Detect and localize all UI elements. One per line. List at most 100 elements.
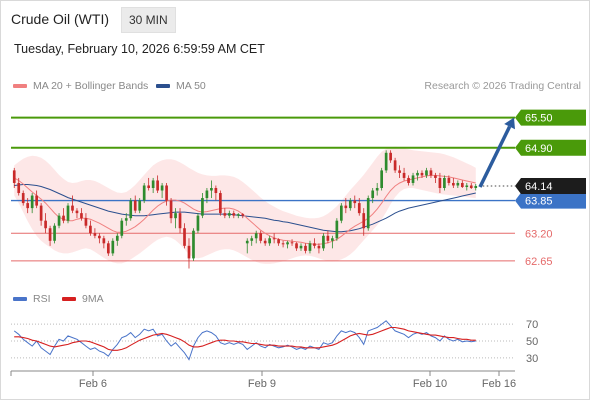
candle-body (169, 200, 173, 219)
candle-body (98, 235, 101, 239)
candle-body (371, 190, 375, 199)
rsi-ma-line (14, 326, 476, 351)
candle-body (290, 242, 294, 244)
candle (317, 243, 321, 254)
candle (124, 213, 128, 226)
candle (232, 210, 236, 219)
candles-group (12, 150, 478, 269)
candle-body (384, 152, 388, 171)
instrument-title: Crude Oil (WTI) (11, 11, 109, 27)
candle-body (375, 188, 379, 191)
price-tag-last-text: 64.14 (525, 181, 553, 193)
candle (241, 213, 245, 219)
candle-body (348, 200, 352, 209)
legend-ma20: MA 20 + Bollinger Bands (13, 80, 148, 92)
candle (138, 198, 142, 214)
candle (460, 180, 464, 188)
x-tick-label: Feb 10 (413, 378, 447, 390)
candle-body (295, 243, 298, 249)
candle-body (106, 243, 110, 254)
candle (348, 198, 352, 211)
candle-body (434, 175, 437, 178)
candle (223, 208, 227, 219)
candle-body (115, 235, 119, 241)
candle (205, 188, 209, 204)
candle-body (460, 182, 464, 187)
candle-body (21, 193, 25, 204)
candle-body (57, 215, 61, 226)
candle-body (102, 238, 106, 244)
candle (142, 182, 146, 204)
ma50-swatch (156, 84, 170, 89)
candle (245, 238, 249, 254)
timeframe-badge[interactable]: 30 MIN (121, 7, 176, 33)
candle-body (187, 245, 191, 259)
candle-body (313, 243, 316, 246)
candle (80, 208, 83, 221)
candle (201, 193, 204, 219)
candle-body (254, 233, 258, 239)
x-tick-label: Feb 16 (482, 378, 516, 390)
candle (71, 195, 74, 214)
candle-body (357, 203, 361, 214)
price-tag-63.85: 63.85 (515, 192, 586, 209)
candle (62, 208, 65, 224)
candle (452, 177, 455, 188)
candle (156, 175, 159, 194)
ma20-swatch (13, 84, 27, 89)
candle (384, 150, 388, 173)
candle (371, 188, 375, 204)
candle (21, 190, 25, 206)
candle-body (196, 215, 200, 231)
candle (160, 182, 164, 199)
candle (456, 180, 460, 188)
candle-body (35, 195, 38, 206)
candle (331, 235, 334, 249)
bollinger-band (14, 146, 476, 264)
candle-body (241, 214, 245, 216)
ma9-swatch (62, 297, 76, 302)
price-tag-65.50-box (515, 109, 586, 126)
candle (35, 190, 38, 209)
price-tag-63.85-box (515, 192, 586, 209)
x-tick-label: Feb 9 (248, 378, 276, 390)
candle-body (317, 245, 321, 249)
candle (389, 150, 392, 163)
candle (402, 167, 406, 181)
candle-body (407, 177, 410, 183)
candle-body (223, 213, 227, 216)
candle (98, 233, 101, 244)
candle-body (353, 200, 357, 204)
candle (398, 165, 401, 178)
price-tag-65.50-text: 65.50 (525, 113, 553, 125)
candle-body (443, 177, 446, 188)
candle (66, 203, 70, 224)
candle (169, 198, 173, 224)
candle (192, 228, 195, 261)
candle (120, 218, 124, 239)
candle-body (456, 182, 460, 186)
price-tag-63.85-text: 63.85 (525, 196, 553, 208)
candle-body (281, 243, 285, 245)
candle-body (93, 233, 97, 236)
candle-body (236, 214, 240, 216)
candle (254, 230, 258, 244)
candle (313, 238, 316, 249)
candle-body (75, 210, 79, 214)
candle-body (111, 240, 115, 254)
candle-body (138, 200, 142, 211)
candle (102, 235, 106, 249)
candle-body (129, 200, 133, 219)
ma20-line (13, 174, 476, 245)
candle-body (380, 170, 384, 188)
candle (438, 172, 442, 194)
candle-body (339, 205, 343, 221)
candle (420, 170, 424, 178)
candle-body (147, 185, 151, 188)
candle-body (84, 218, 88, 226)
candle-body (250, 238, 254, 241)
candle (111, 238, 115, 256)
candle (250, 235, 254, 246)
candle-body (277, 239, 280, 244)
